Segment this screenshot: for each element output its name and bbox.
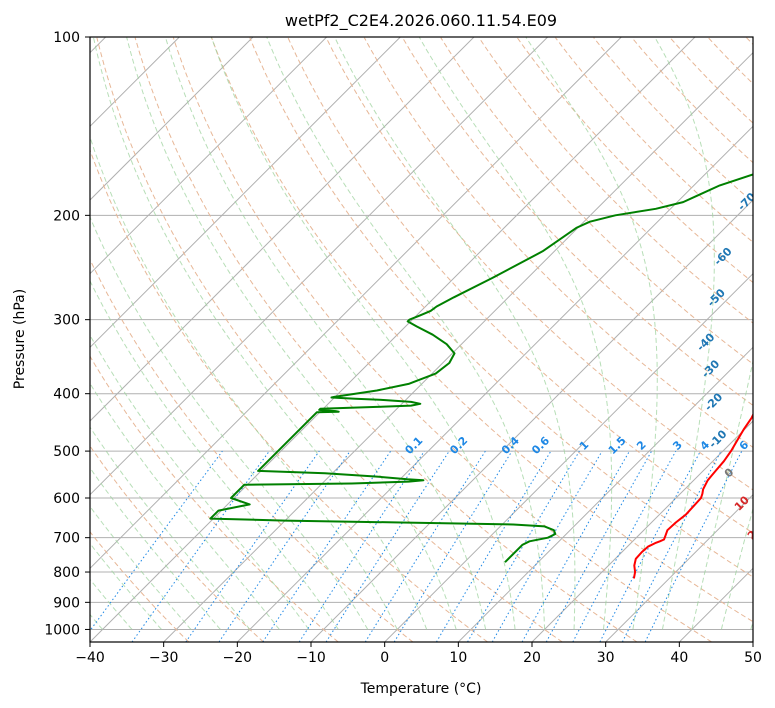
y-tick-label: 100 — [53, 30, 80, 46]
isotherm-gridline — [605, 493, 753, 642]
series-layer — [209, 173, 753, 579]
moist-adiabat-line — [266, 37, 546, 630]
isotherm-gridline — [457, 346, 753, 642]
y-tick-label: 300 — [53, 313, 80, 329]
isotherm-gridline — [90, 37, 696, 642]
mixing-ratio-line — [545, 450, 653, 642]
chart-title: wetPf2_C2E4.2026.060.11.54.E09 — [285, 11, 557, 31]
dry-adiabat-line — [90, 258, 414, 642]
axes-layer: −40 −30 −20 −10 0 10 20 30 40 50 100 200 300 400 500 60… — [44, 30, 762, 666]
mixing-ratio-line — [262, 450, 392, 642]
dry-adiabat-line — [287, 37, 753, 534]
dry-adiabat-line — [516, 37, 753, 284]
mixing-ratio-line — [572, 450, 677, 642]
moist-adiabat-line — [418, 37, 613, 630]
x-tick-label: 30 — [597, 650, 615, 666]
moist-adiabat-line — [90, 334, 310, 630]
isotherm-gridline — [90, 37, 475, 422]
dry-adiabat-line — [402, 37, 753, 406]
mixing-ratio-line — [521, 450, 630, 642]
y-tick-label: 200 — [53, 208, 80, 224]
moist-adiabat-line — [164, 37, 487, 630]
x-tick-label: 10 — [449, 650, 467, 666]
plot-frame — [89, 36, 754, 643]
x-tick-label: 40 — [670, 650, 688, 666]
dry-adiabat-line — [96, 37, 563, 642]
mixing-ratio-line — [644, 450, 743, 642]
moist-adiabat-label: 30 — [752, 552, 772, 572]
dry-adiabat-line — [478, 37, 753, 324]
isotherm-gridline — [310, 199, 753, 642]
dry-adiabat-line — [134, 37, 638, 642]
moist-adiabat-line — [720, 506, 753, 630]
x-tick-label: 50 — [744, 650, 762, 666]
y-axis-label: Pressure (hPa) — [12, 289, 28, 389]
dry-adiabat-line — [325, 37, 753, 491]
isotherm-gridline — [90, 37, 328, 275]
y-tick-label: 900 — [53, 595, 80, 611]
dry-adiabat-line — [90, 355, 339, 642]
thermo-lines-layer — [90, 37, 753, 642]
moist-adiabat-line — [126, 37, 457, 630]
dry-adiabat-line — [363, 37, 753, 448]
mixing-ratio-line — [185, 450, 320, 642]
x-tick-label: −10 — [296, 650, 326, 666]
moist-adiabat-line — [334, 37, 576, 630]
x-tick-label: −30 — [149, 650, 179, 666]
moist-adiabat-line — [92, 37, 428, 630]
y-tick-label: 1000 — [44, 622, 80, 638]
moist-adiabat-line — [90, 279, 339, 630]
dry-adiabat-line — [440, 37, 753, 365]
mixing-ratio-line — [90, 450, 223, 632]
temperature-profile-line — [632, 412, 753, 579]
dry-adiabat-line — [249, 37, 753, 578]
y-tick-label: 400 — [53, 387, 80, 403]
x-tick-label: 0 — [380, 650, 389, 666]
mixing-ratio-line — [325, 450, 450, 642]
dry-adiabat-line — [90, 531, 190, 642]
mixing-ratio-line — [218, 450, 351, 642]
dry-adiabat-line — [211, 37, 753, 623]
isotherm-gridline — [531, 420, 753, 642]
moist-adiabat-label: 20 — [745, 522, 765, 542]
y-tick-label: 800 — [53, 565, 80, 581]
mixing-ratio-line — [131, 450, 270, 642]
isotherm-gridline — [384, 272, 753, 642]
y-tick-label: 600 — [53, 491, 80, 507]
moist-adiabat-line — [90, 215, 369, 630]
isotherm-gridline — [90, 37, 254, 201]
x-tick-label: −40 — [75, 650, 105, 666]
mixing-ratio-line — [393, 450, 513, 642]
y-tick-label: 500 — [53, 444, 80, 460]
moist-adiabat-line — [691, 358, 753, 630]
y-tick-label: 700 — [53, 531, 80, 547]
moist-adiabat-line — [654, 37, 715, 630]
moist-adiabat-line — [90, 135, 398, 630]
x-axis-label: Temperature (°C) — [360, 681, 482, 697]
moist-adiabat-line — [525, 37, 658, 630]
isotherm-gridline — [236, 125, 753, 642]
x-tick-label: −20 — [223, 650, 253, 666]
dry-adiabat-line — [172, 37, 712, 642]
isotherm-gridline — [90, 37, 549, 496]
dry-adiabat-line — [90, 148, 488, 642]
dewpoint-profile-line — [209, 173, 753, 563]
moist-adiabat-line — [210, 37, 516, 630]
dry-adiabat-line — [593, 37, 753, 203]
mixing-ratio-line — [298, 450, 425, 642]
x-tick-label: 20 — [523, 650, 541, 666]
isotherm-gridline — [163, 51, 753, 642]
